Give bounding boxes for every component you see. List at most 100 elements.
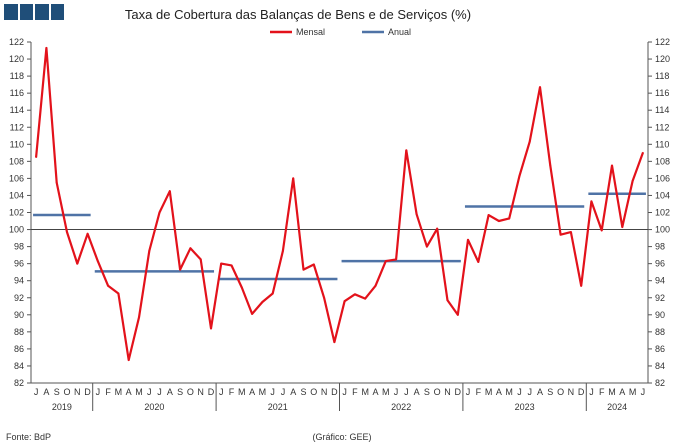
x-month-label: M — [238, 387, 246, 397]
x-month-label: J — [641, 387, 646, 397]
logo-square — [50, 4, 64, 20]
x-month-label: F — [476, 387, 482, 397]
logo-square — [4, 4, 18, 20]
mensal-point — [569, 231, 572, 234]
x-month-label: M — [382, 387, 390, 397]
x-month-label: M — [115, 387, 123, 397]
mensal-point — [333, 341, 336, 343]
x-year-label: 2020 — [144, 402, 164, 412]
mensal-point — [487, 214, 490, 216]
x-month-label: A — [167, 387, 173, 397]
mensal-point — [467, 238, 469, 241]
mensal-point — [127, 359, 130, 361]
x-month-label: A — [537, 387, 543, 397]
logo-square — [19, 4, 33, 20]
y-tick-label-left: 90 — [14, 310, 24, 320]
x-month-label: A — [414, 387, 420, 397]
y-tick-label-right: 100 — [655, 225, 670, 235]
y-tick-label-left: 82 — [14, 378, 24, 388]
y-tick-label-right: 96 — [655, 259, 665, 269]
y-tick-label-right: 86 — [655, 344, 665, 354]
y-tick-label-right: 122 — [655, 37, 670, 47]
mensal-point — [312, 263, 315, 266]
x-month-label: O — [63, 387, 70, 397]
y-tick-label-right: 108 — [655, 156, 670, 166]
y-tick-label-left: 116 — [10, 88, 24, 98]
mensal-point — [621, 226, 624, 228]
y-tick-label-right: 106 — [655, 173, 670, 183]
x-month-label: F — [352, 387, 358, 397]
x-month-label: F — [229, 387, 235, 397]
x-month-label: A — [249, 387, 255, 397]
x-month-label: D — [455, 387, 462, 397]
x-month-label: N — [197, 387, 204, 397]
y-tick-label-right: 102 — [655, 208, 670, 218]
x-month-label: J — [404, 387, 409, 397]
x-month-label: F — [599, 387, 605, 397]
y-tick-label-right: 112 — [655, 122, 669, 132]
legend-label-anual: Anual — [388, 27, 411, 37]
x-month-label: M — [485, 387, 493, 397]
mensal-point — [436, 227, 439, 230]
mensal-point — [611, 164, 613, 167]
x-month-label: O — [434, 387, 441, 397]
mensal-point — [76, 262, 79, 265]
x-month-label: S — [547, 387, 553, 397]
mensal-point — [415, 213, 418, 216]
mensal-point — [384, 260, 387, 262]
logo — [4, 4, 64, 20]
mensal-point — [271, 292, 274, 295]
y-tick-label-right: 98 — [655, 242, 665, 252]
x-month-label: J — [589, 387, 594, 397]
y-tick-label-left: 106 — [9, 173, 24, 183]
y-tick-label-left: 122 — [9, 37, 24, 47]
mensal-point — [374, 284, 377, 287]
mensal-point — [230, 264, 233, 267]
x-month-label: O — [310, 387, 317, 397]
mensal-point — [456, 313, 459, 316]
footer-source: Fonte: BdP — [6, 432, 51, 442]
x-month-label: S — [54, 387, 60, 397]
mensal-point — [45, 47, 48, 49]
mensal-point — [641, 151, 644, 154]
mensal-point — [364, 297, 367, 300]
x-month-label: D — [331, 387, 338, 397]
x-month-label: A — [290, 387, 296, 397]
x-month-label: J — [394, 387, 399, 397]
x-month-label: S — [301, 387, 307, 397]
x-year-label: 2021 — [268, 402, 288, 412]
x-month-label: D — [84, 387, 91, 397]
x-month-label: M — [135, 387, 143, 397]
y-tick-label-right: 88 — [655, 327, 665, 337]
x-month-label: S — [424, 387, 430, 397]
footer-credit: (Gráfico: GEE) — [312, 432, 371, 442]
x-month-label: O — [187, 387, 194, 397]
y-tick-label-left: 88 — [14, 327, 24, 337]
y-tick-label-right: 118 — [655, 71, 669, 81]
x-month-label: M — [505, 387, 513, 397]
x-month-label: D — [578, 387, 585, 397]
mensal-point — [240, 286, 243, 289]
y-tick-label-right: 92 — [655, 293, 665, 303]
x-month-label: M — [361, 387, 369, 397]
mensal-point — [600, 229, 603, 232]
mensal-line — [35, 46, 644, 362]
mensal-point — [86, 232, 89, 235]
x-month-label: N — [321, 387, 328, 397]
mensal-point — [220, 262, 223, 265]
x-month-label: A — [619, 387, 625, 397]
y-tick-label-left: 112 — [10, 122, 24, 132]
mensal-point — [508, 217, 511, 220]
mensal-point — [446, 299, 449, 302]
x-month-label: A — [372, 387, 378, 397]
y-tick-label-right: 120 — [655, 54, 670, 64]
y-tick-label-right: 90 — [655, 310, 665, 320]
mensal-point — [189, 247, 192, 250]
mensal-point — [168, 190, 171, 193]
mensal-point — [528, 140, 531, 143]
x-year-label: 2019 — [52, 402, 72, 412]
x-month-label: N — [74, 387, 81, 397]
mensal-point — [282, 249, 284, 252]
x-month-label: S — [177, 387, 183, 397]
x-month-label: A — [496, 387, 502, 397]
